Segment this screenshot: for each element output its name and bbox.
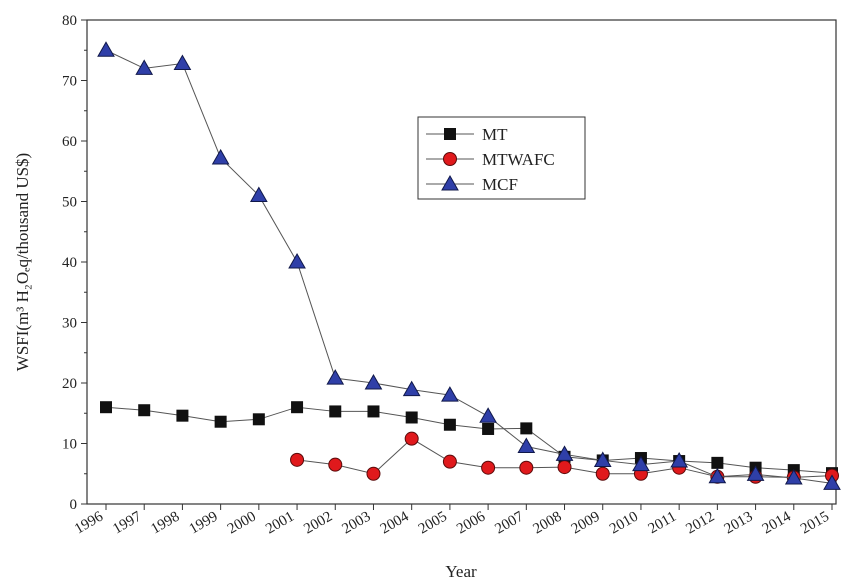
x-tick-label: 2001	[263, 509, 297, 538]
data-point-mcf	[326, 369, 345, 385]
data-point-mcf	[823, 474, 841, 490]
legend: MT MTWAFC MCF	[417, 116, 586, 200]
data-point-mtwafc	[404, 431, 419, 446]
x-tick-label: 2005	[416, 509, 450, 538]
data-point-mcf	[479, 407, 497, 423]
data-point-mcf	[517, 437, 536, 454]
data-point-mcf	[288, 252, 306, 269]
x-tick-label: 2000	[225, 509, 259, 538]
data-point-mcf	[632, 455, 650, 472]
y-tick-label: 30	[62, 316, 77, 332]
data-point-mcf	[402, 380, 421, 397]
y-tick-label: 70	[62, 74, 77, 90]
data-point-mt	[520, 422, 533, 435]
y-axis: 0 10 20 30 40 50 60 70 80	[62, 13, 87, 513]
series-mt	[100, 401, 838, 480]
data-point-mtwafc	[328, 457, 343, 472]
x-tick-label: 2003	[339, 509, 373, 538]
data-point-mcf	[211, 148, 230, 165]
data-point-mt	[100, 401, 112, 414]
y-tick-label: 10	[62, 437, 77, 453]
data-point-mt	[405, 411, 418, 424]
data-point-mt	[367, 405, 380, 418]
data-point-mcf	[135, 59, 154, 75]
x-tick-label: 2014	[760, 508, 794, 537]
x-axis: 1996 1997 1998 1999 2000 2001 2002 2003 2004 2005…	[72, 504, 833, 538]
data-point-mcf	[364, 373, 383, 390]
y-tick-label: 60	[62, 134, 77, 150]
data-point-mcf	[173, 54, 192, 71]
data-point-mt	[443, 418, 456, 431]
data-point-mt	[711, 456, 724, 469]
data-point-mtwafc	[519, 460, 534, 475]
y-tick-label: 50	[62, 195, 77, 211]
y-tick-label: 20	[62, 376, 77, 392]
data-point-mt	[291, 401, 304, 414]
data-point-mcf	[555, 445, 574, 461]
x-tick-label: 2013	[722, 509, 756, 538]
data-point-mcf	[784, 468, 803, 485]
data-point-mtwafc	[557, 460, 572, 475]
x-tick-label: 2007	[492, 508, 526, 537]
data-point-mcf	[593, 451, 612, 467]
data-point-mcf	[97, 41, 115, 57]
legend-marker-mcf	[441, 174, 459, 191]
x-tick-label: 2004	[378, 508, 412, 537]
data-point-mcf	[249, 186, 268, 202]
data-point-mt	[176, 409, 189, 422]
data-point-mtwafc	[290, 452, 305, 467]
data-point-mtwafc	[366, 466, 381, 481]
data-point-mcf	[708, 467, 727, 484]
x-tick-label: 2012	[683, 509, 717, 538]
data-point-mcf	[670, 452, 689, 468]
data-point-mt	[329, 405, 342, 418]
data-point-mt	[252, 413, 265, 426]
y-tick-label: 0	[70, 497, 78, 513]
data-point-mt	[214, 415, 227, 428]
x-tick-label: 2002	[301, 509, 335, 538]
y-axis-title: WSFI(m³ H₂Oₑq/thousand US$)	[13, 153, 32, 371]
data-point-mcf	[746, 465, 765, 481]
series-mcf	[97, 41, 841, 490]
x-tick-label: 2011	[646, 509, 680, 538]
x-tick-label: 2010	[607, 509, 641, 538]
plot-area	[86, 19, 837, 505]
legend-label-mtwafc: MTWAFC	[482, 150, 555, 169]
series-line-mt	[105, 406, 833, 474]
legend-label-mcf: MCF	[482, 175, 518, 194]
x-tick-label: 1999	[187, 509, 221, 538]
data-point-mt	[138, 404, 151, 417]
data-point-mt	[482, 422, 495, 435]
data-point-mtwafc	[442, 454, 457, 469]
x-tick-label: 2008	[531, 509, 565, 538]
data-point-mtwafc	[481, 460, 496, 475]
y-tick-label: 80	[62, 13, 77, 29]
x-tick-label: 1996	[72, 508, 106, 537]
data-point-mcf	[441, 386, 459, 402]
legend-label-mt: MT	[482, 125, 508, 144]
data-point-mtwafc	[595, 466, 610, 481]
series-layer	[97, 41, 841, 490]
x-axis-title: Year	[445, 562, 477, 581]
legend-marker-mtwafc	[443, 152, 457, 166]
x-tick-label: 1998	[148, 509, 182, 538]
plot-frame	[86, 19, 837, 505]
x-tick-label: 2006	[454, 508, 488, 537]
y-tick-label: 40	[62, 255, 77, 271]
x-tick-label: 1997	[110, 508, 144, 537]
x-tick-label: 2015	[798, 509, 832, 538]
legend-marker-mt	[444, 128, 456, 140]
x-tick-label: 2009	[569, 509, 603, 538]
